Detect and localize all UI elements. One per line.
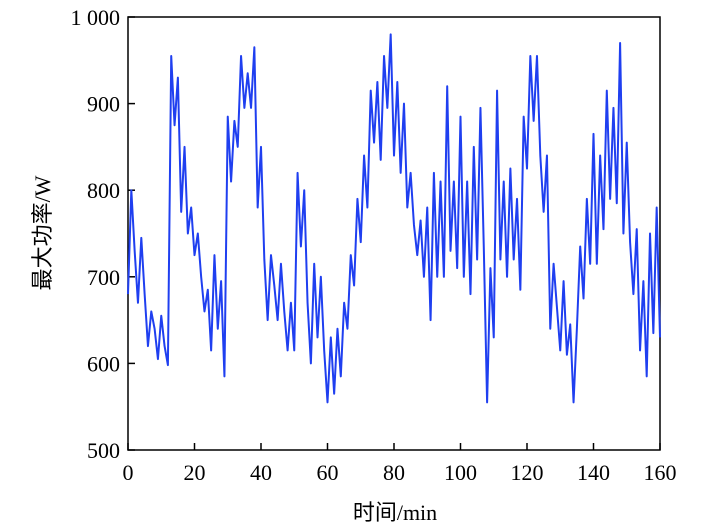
y-tick-label: 800: [87, 178, 120, 203]
x-tick-label: 120: [511, 460, 544, 485]
x-tick-label: 140: [577, 460, 610, 485]
y-tick-label: 900: [87, 92, 120, 117]
x-tick-label: 20: [184, 460, 206, 485]
x-tick-label: 80: [383, 460, 405, 485]
y-tick-label: 500: [87, 438, 120, 463]
x-tick-label: 0: [123, 460, 134, 485]
x-tick-label: 100: [444, 460, 477, 485]
x-tick-label: 40: [250, 460, 272, 485]
y-tick-label: 700: [87, 265, 120, 290]
x-axis-label: 时间/min: [353, 500, 437, 525]
x-tick-label: 160: [644, 460, 677, 485]
x-tick-label: 60: [317, 460, 339, 485]
y-tick-label: 600: [87, 351, 120, 376]
plot-frame: [127, 16, 661, 451]
y-axis-label: 最大功率/W: [30, 175, 55, 290]
data-line: [127, 33, 661, 404]
y-tick-label: 1 000: [71, 5, 121, 30]
